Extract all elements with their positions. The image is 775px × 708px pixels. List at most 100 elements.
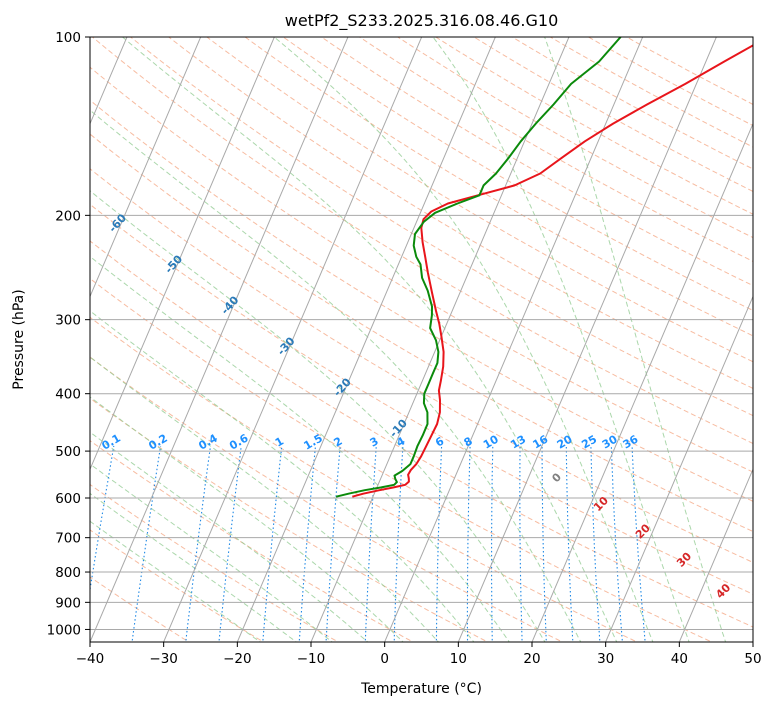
mixing-ratio-line — [565, 445, 574, 642]
mixing-ratio-label: 0.6 — [227, 431, 251, 452]
dry-adiabat-line — [167, 37, 753, 389]
mixing-ratio-label: 8 — [462, 435, 475, 450]
dry-adiabat-line — [511, 37, 753, 170]
moist-adiabat-label: 40 — [713, 581, 733, 601]
y-tick-label: 500 — [55, 444, 81, 460]
mixing-ratio-label: 16 — [530, 432, 550, 451]
mixing-ratio-line — [519, 445, 523, 642]
isotherm-line — [90, 37, 202, 298]
moist-adiabat-label: 30 — [674, 549, 694, 569]
mixing-ratio-label: 0.4 — [196, 431, 220, 452]
chart-title: wetPf2_S233.2025.316.08.46.G10 — [285, 11, 559, 31]
isotherm-line — [0, 24, 59, 645]
x-tick-label: 0 — [380, 651, 389, 667]
x-tick-label: 10 — [450, 651, 467, 667]
mixing-ratio-line — [610, 445, 623, 642]
dry-adiabat-line — [90, 278, 713, 642]
dry-adiabat-line — [244, 37, 753, 337]
y-tick-label: 600 — [55, 491, 81, 507]
isotherm-line — [678, 467, 753, 642]
isotherm-line — [531, 122, 753, 642]
dry-adiabat-line — [90, 397, 489, 642]
dry-adiabat-label: -70 — [50, 170, 73, 194]
profile-lines — [335, 37, 753, 498]
mixing-ratio-label: 30 — [600, 432, 620, 451]
x-tick-label: 50 — [744, 651, 761, 667]
x-axis-label: Temperature (°C) — [360, 681, 482, 697]
y-tick-label: 700 — [55, 531, 81, 547]
y-tick-label: 100 — [55, 30, 81, 46]
mixing-ratio-label: 13 — [508, 433, 528, 452]
dry-adiabat-line — [587, 37, 753, 127]
dry-adiabat-line — [90, 66, 753, 473]
mixing-ratio-label: 2 — [331, 435, 344, 450]
dry-adiabat-line — [90, 133, 753, 533]
moist-adiabat-line — [90, 310, 475, 642]
mixing-ratio-line — [218, 445, 242, 642]
mixing-ratio-line — [393, 445, 404, 642]
isotherm-line — [752, 640, 753, 642]
dry-adiabat-line — [90, 576, 190, 642]
x-axis: −40 −30 −20 −10 0 10 20 30 40 50 — [76, 642, 762, 667]
background-lines — [0, 24, 753, 645]
dry-adiabat-line — [90, 529, 265, 642]
dry-adiabat-line — [129, 37, 753, 417]
moist-adiabat-line — [90, 109, 582, 642]
dry-adiabat-line — [90, 99, 753, 502]
dry-adiabat-line — [90, 356, 564, 642]
dewpoint-profile-line — [335, 37, 622, 498]
moist-adiabat-line — [90, 356, 440, 642]
mixing-ratio-line — [541, 445, 547, 642]
x-tick-label: −20 — [223, 651, 252, 667]
x-tick-label: −30 — [149, 651, 178, 667]
y-tick-label: 400 — [55, 387, 81, 403]
y-tick-label: 300 — [55, 313, 81, 329]
isotherm-line — [605, 295, 753, 642]
mixing-ratio-line — [590, 445, 601, 642]
dry-adiabat-line — [90, 440, 414, 642]
dry-adiabat-line — [90, 168, 753, 563]
mixing-ratio-label: 1 — [273, 435, 286, 450]
moist-adiabat-line — [90, 520, 262, 642]
moist-adiabat-line — [432, 37, 690, 642]
mixing-ratio-line — [631, 445, 646, 642]
moist-adiabat-line — [90, 190, 546, 642]
y-axis: 1000 900 800 700 600 500 400 300 200 100 — [47, 30, 90, 638]
x-tick-label: 20 — [523, 651, 540, 667]
temperature-profile-line — [352, 44, 753, 498]
x-tick-label: 30 — [597, 651, 614, 667]
dry-adiabat-line — [549, 37, 753, 148]
y-axis-label: Pressure (hPa) — [11, 289, 27, 389]
isotherm-line — [310, 37, 570, 642]
mixing-ratio-label: 3 — [368, 435, 381, 450]
mixing-ratio-line — [298, 445, 317, 642]
dry-adiabat-line — [90, 203, 753, 595]
moist-adiabat-line — [121, 37, 618, 642]
y-tick-label: 800 — [55, 565, 81, 581]
mixing-ratio-line — [491, 445, 494, 642]
mixing-ratio-line — [262, 445, 283, 642]
mixing-ratio-line — [90, 445, 115, 594]
moist-adiabat-line — [273, 37, 654, 642]
y-tick-label: 1000 — [47, 622, 81, 638]
mixing-ratio-label: 36 — [621, 432, 641, 451]
dry-adiabat-line — [358, 37, 753, 262]
dry-adiabat-line — [91, 37, 753, 445]
dry-adiabat-label: -10 — [387, 416, 410, 440]
mixing-ratio-line — [131, 445, 162, 642]
mixing-ratio-line — [435, 445, 443, 642]
isotherm-line — [90, 37, 349, 642]
isotherm-line — [163, 37, 423, 642]
dry-adiabat-label: -40 — [218, 293, 241, 317]
isotherm-line — [457, 37, 717, 642]
mixing-ratio-label: 0.2 — [146, 432, 169, 453]
mixing-ratio-line — [185, 445, 212, 642]
dry-adiabat-label: -20 — [331, 375, 354, 399]
y-tick-label: 200 — [55, 208, 81, 224]
dry-adiabat-label: -80 — [0, 129, 17, 153]
y-tick-label: 900 — [55, 595, 81, 611]
moist-adiabat-line — [544, 37, 727, 642]
dry-adiabat-line — [90, 316, 639, 642]
moist-adiabat-line — [90, 431, 369, 642]
isotherm-line — [90, 37, 275, 471]
